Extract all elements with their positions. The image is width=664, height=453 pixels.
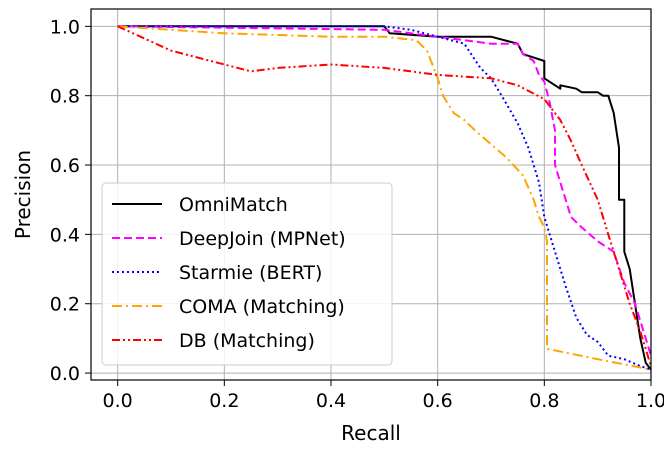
x-tick-label: 1.0 <box>636 390 664 412</box>
x-tick-label: 0.6 <box>423 390 453 412</box>
series-line-2 <box>117 25 652 371</box>
x-tick-label: 0.8 <box>529 390 559 412</box>
legend-entry-label: DeepJoin (MPNet) <box>179 228 346 250</box>
legend-entry-label: COMA (Matching) <box>179 296 345 318</box>
series-line-1 <box>117 25 652 356</box>
legend-entry-label: Starmie (BERT) <box>179 262 322 284</box>
series-line-4 <box>117 25 652 367</box>
series-line-0 <box>117 25 652 371</box>
y-axis-label: Precision <box>11 150 35 239</box>
plot-series <box>117 25 652 371</box>
y-tick-label: 0.0 <box>50 363 80 385</box>
y-tick-label: 0.2 <box>50 294 80 316</box>
legend-box <box>101 182 393 366</box>
x-tick-label: 0.2 <box>209 390 239 412</box>
y-tick-label: 0.6 <box>50 155 80 177</box>
x-tick-label: 0.0 <box>103 390 133 412</box>
y-tick-label: 1.0 <box>50 16 80 38</box>
legend-entry-label: DB (Matching) <box>179 330 315 352</box>
plot-frame <box>90 8 652 381</box>
y-tick-label: 0.8 <box>50 86 80 108</box>
axis-ticks: 0.0 0.2 0.4 0.6 0.8 1.0 0.0 0.2 0.4 0.6 0.8 1.0 <box>50 16 664 412</box>
series-line-3 <box>117 25 652 371</box>
x-tick-label: 0.4 <box>316 390 346 412</box>
legend: OmniMatch DeepJoin (MPNet) Starmie (BERT) C… <box>101 182 393 366</box>
legend-entry-label: OmniMatch <box>179 194 288 216</box>
y-tick-label: 0.4 <box>50 224 80 246</box>
x-axis-label: Recall <box>341 421 401 445</box>
